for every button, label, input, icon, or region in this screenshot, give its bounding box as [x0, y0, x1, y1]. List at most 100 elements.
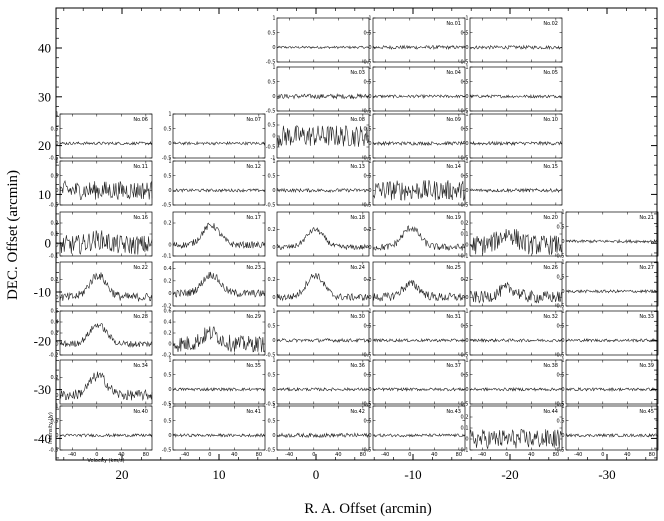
- panel-y-tick-label: 0.1: [51, 232, 59, 238]
- panel-y-tick-label: 0: [368, 245, 371, 251]
- x-tick-label: -10: [404, 467, 421, 482]
- panel-y-tick-label: 0.2: [51, 221, 59, 227]
- spectrum-panel: 1 0.5 0 -0.5 No.02: [459, 16, 563, 66]
- y-tick-label: -30: [34, 382, 51, 397]
- spectrum-line: [172, 387, 266, 392]
- panel-y-tick-label: 0.5: [51, 126, 59, 132]
- panel-name: No.16: [133, 215, 148, 221]
- panel-name: No.35: [246, 363, 261, 369]
- panel-y-tick-label: 0.2: [268, 277, 276, 283]
- panel-y-tick-label: 1: [168, 404, 171, 410]
- panel-frame: [372, 310, 466, 356]
- panel-y-tick-label: 0.5: [268, 30, 276, 36]
- panel-x-tick-label: 0: [208, 452, 211, 458]
- spectrum-panel: 1 0.5 0 -0.5 -40 0 40 80 No.41: [162, 404, 266, 458]
- panel-x-tick-label: 80: [256, 452, 262, 458]
- panel-frame: [565, 211, 659, 257]
- panel-y-tick-label: -0.5: [162, 156, 172, 162]
- panel-y-tick-label: 0: [465, 188, 468, 194]
- panel-y-tick-label: 0.5: [164, 126, 172, 132]
- panel-frame: [469, 261, 563, 307]
- panel-y-tick-label: 0.4: [164, 320, 172, 326]
- panel-name: No.21: [639, 215, 654, 221]
- panel-y-tick-label: -0.5: [362, 156, 372, 162]
- spectrum-panel: 1 0.5 0 -0.5 No.11: [49, 159, 153, 209]
- panel-y-tick-label: 0: [55, 188, 58, 194]
- panel-name: No.45: [639, 409, 654, 415]
- panel-name: No.23: [246, 265, 261, 271]
- panel-y-tick-label: 0: [168, 291, 171, 297]
- panel-y-tick-label: -0.5: [555, 402, 565, 408]
- panel-y-tick-label: 1: [368, 159, 371, 165]
- panel-x-tick-label: 0: [95, 452, 98, 458]
- panel-y-tick-label: -0.2: [162, 353, 172, 359]
- panel-y-tick-label: -0.5: [459, 203, 469, 209]
- panel-y-tick-label: 1: [272, 65, 275, 71]
- panel-y-tick-label: 1: [561, 260, 564, 266]
- spectrum-line: [565, 432, 659, 438]
- spectrum-line: [59, 432, 153, 438]
- spectrum-panel: 1 0.5 0 -0.5 No.05: [459, 65, 563, 115]
- panel-y-tick-label: 0: [272, 387, 275, 393]
- spectrum-line: [469, 429, 563, 449]
- panel-name: No.14: [446, 164, 461, 170]
- panel-y-tick-label: 0.4: [51, 320, 59, 326]
- panel-frame: [372, 66, 466, 112]
- spectrum-line: [172, 222, 266, 249]
- panel-y-tick-label: 0.4: [164, 266, 172, 272]
- panel-y-tick-label: -0.5: [459, 60, 469, 66]
- panel-name: No.24: [350, 265, 365, 271]
- panel-y-tick-label: 0: [368, 141, 371, 147]
- panel-y-tick-label: 0.2: [364, 227, 372, 233]
- spectrum-line: [172, 271, 266, 298]
- panel-x-tick-label: -40: [181, 452, 189, 458]
- panel-y-tick-label: 0.5: [51, 418, 59, 424]
- panel-y-tick-label: -0.5: [266, 353, 276, 359]
- panel-y-tick-label: 0.5: [164, 372, 172, 378]
- spectrum-panel: 0.2 0 No.34: [51, 359, 153, 405]
- panel-frame: [172, 113, 266, 159]
- panel-y-tick-label: 1: [168, 112, 171, 118]
- panel-y-tick-label: 0: [465, 338, 468, 344]
- spectrum-line: [372, 93, 465, 99]
- panel-y-tick-label: -0.5: [459, 353, 469, 359]
- panel-y-tick-label: 1: [368, 404, 371, 410]
- panel-y-tick-label: 0: [465, 387, 468, 393]
- panel-x-tick-label: 0: [312, 452, 315, 458]
- panel-frame: [172, 405, 266, 451]
- spectrum-line: [172, 188, 266, 193]
- panel-y-tick-label: 0.2: [461, 415, 469, 421]
- spectrum-line: [565, 387, 659, 392]
- spectrum-panel: 1 0.5 0 -0.5 No.15: [459, 159, 563, 209]
- spectrum-panel: 0.6 0.4 0.2 0 -0.2 No.29: [162, 309, 266, 359]
- panel-y-tick-label: 0.2: [164, 278, 172, 284]
- panel-y-tick-label: 0.2: [461, 221, 469, 227]
- panel-y-tick-label: 1: [55, 112, 58, 118]
- panel-y-tick-label: 1: [465, 159, 468, 165]
- panel-y-tick-label: 0.5: [364, 79, 372, 85]
- panel-y-tick-label: 0.5: [164, 173, 172, 179]
- panel-y-tick-label: -0.5: [266, 448, 276, 454]
- panel-y-tick-label: 0.5: [461, 79, 469, 85]
- spectrum-panel: 1 0.5 0 -0.5 No.04: [362, 65, 466, 115]
- panel-y-tick-label: 0.5: [364, 173, 372, 179]
- spectrum-panel: 1 0.5 0 -0.5 No.30: [266, 309, 370, 359]
- panel-x-tick-label: 80: [553, 452, 559, 458]
- outer-frame: [55, 7, 658, 461]
- panel-y-tick-label: -0.5: [362, 402, 372, 408]
- panel-name: No.33: [639, 314, 654, 320]
- panel-y-tick-label: 0.5: [268, 372, 276, 378]
- panel-frame: [172, 261, 266, 307]
- panel-y-axis-title: Intensity (Jy): [48, 412, 54, 444]
- panel-x-tick-label: 80: [456, 452, 462, 458]
- panel-y-tick-label: -0.5: [162, 203, 172, 209]
- panel-y-tick-label: -0.2: [49, 353, 59, 359]
- panel-y-tick-label: 0: [368, 188, 371, 194]
- spectrum-line: [59, 230, 153, 255]
- panel-name: No.08: [350, 117, 365, 123]
- spectrum-panel: 1 0.5 0 -0.5 -40 0 40 80 No.42: [266, 404, 370, 458]
- panel-x-tick-label: 0: [505, 452, 508, 458]
- x-tick-label: -20: [501, 467, 518, 482]
- spectrum-panel: 0.2 0 No.22: [51, 261, 153, 307]
